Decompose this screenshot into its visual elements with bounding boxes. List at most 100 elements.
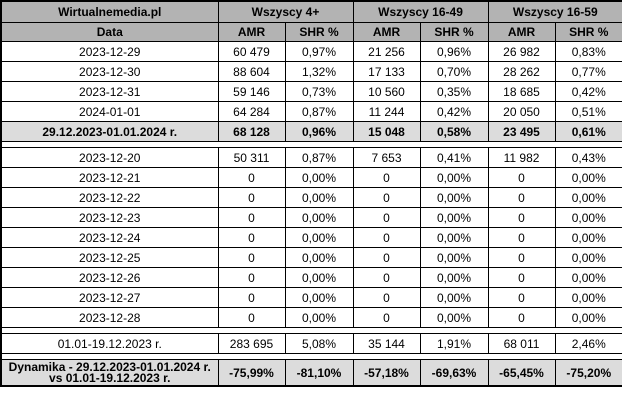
- value-cell: 283 695: [217, 333, 286, 354]
- value-cell: -75,99%: [217, 359, 286, 387]
- value-cell: 5,08%: [284, 333, 354, 354]
- table-wrapper: Wirtualnemedia.pl Wszyscy 4+ Wszyscy 16-…: [0, 0, 622, 387]
- value-cell: 0,00%: [284, 167, 354, 188]
- value-cell: 0,35%: [419, 81, 489, 102]
- value-cell: 0,00%: [419, 287, 489, 308]
- value-cell: 0: [217, 227, 286, 248]
- value-cell: 18 685: [487, 81, 556, 102]
- value-cell: -65,45%: [487, 359, 556, 387]
- value-cell: 2,46%: [554, 333, 622, 354]
- value-cell: -81,10%: [284, 359, 354, 387]
- table-row: 2023-12-31 59 146 0,73% 10 560 0,35% 18 …: [0, 81, 622, 102]
- value-cell: 0: [217, 307, 286, 328]
- value-cell: 0,00%: [284, 267, 354, 288]
- group-header-wszyscy-16-59: Wszyscy 16-59: [487, 0, 622, 23]
- table-row: 2023-12-23 0 0,00% 0 0,00% 0 0,00%: [0, 207, 622, 228]
- value-cell: 0,00%: [419, 187, 489, 208]
- value-cell: 0,87%: [284, 147, 354, 168]
- value-cell: 0,00%: [284, 307, 354, 328]
- value-cell: 7 653: [352, 147, 421, 168]
- value-cell: 68 011: [487, 333, 556, 354]
- value-cell: 0,73%: [284, 81, 354, 102]
- date-cell: 2023-12-29: [0, 41, 219, 62]
- date-cell: 2023-12-21: [0, 167, 219, 188]
- value-cell: -75,20%: [554, 359, 622, 387]
- dynamics-label-cell: Dynamika - 29.12.2023-01.01.2024 r. vs 0…: [0, 359, 219, 387]
- value-cell: 0,00%: [419, 247, 489, 268]
- value-cell: 0: [217, 207, 286, 228]
- value-cell: 0: [352, 167, 421, 188]
- table-row: 2023-12-24 0 0,00% 0 0,00% 0 0,00%: [0, 227, 622, 248]
- value-cell: 59 146: [217, 81, 286, 102]
- value-cell: 0: [487, 207, 556, 228]
- table-row: 2023-12-28 0 0,00% 0 0,00% 0 0,00%: [0, 307, 622, 328]
- value-cell: 0,00%: [554, 207, 622, 228]
- value-cell: 0,43%: [554, 147, 622, 168]
- column-header-shr: SHR %: [554, 22, 622, 42]
- value-cell: -57,18%: [352, 359, 421, 387]
- dynamics-row: Dynamika - 29.12.2023-01.01.2024 r. vs 0…: [0, 359, 622, 387]
- value-cell: 0,87%: [284, 101, 354, 122]
- value-cell: 26 982: [487, 41, 556, 62]
- value-cell: 0: [352, 227, 421, 248]
- column-header-data: Data: [0, 22, 219, 42]
- separator-row: [1, 353, 622, 360]
- value-cell: 0,00%: [284, 207, 354, 228]
- value-cell: 0,00%: [284, 287, 354, 308]
- value-cell: 0,00%: [419, 307, 489, 328]
- value-cell: 23 495: [487, 121, 556, 142]
- value-cell: 35 144: [352, 333, 421, 354]
- value-cell: 0: [217, 287, 286, 308]
- table-row: 2023-12-29 60 479 0,97% 21 256 0,96% 26 …: [0, 41, 622, 62]
- period-label-cell: 01.01-19.12.2023 r.: [0, 333, 219, 354]
- value-cell: 0,96%: [284, 121, 354, 142]
- table-row: 2024-01-01 64 284 0,87% 11 244 0,42% 20 …: [0, 101, 622, 122]
- value-cell: 0: [352, 267, 421, 288]
- value-cell: 0,51%: [554, 101, 622, 122]
- table-row: 2023-12-27 0 0,00% 0 0,00% 0 0,00%: [0, 287, 622, 308]
- value-cell: 0: [352, 307, 421, 328]
- table-row: 2023-12-20 50 311 0,87% 7 653 0,41% 11 9…: [0, 147, 622, 168]
- value-cell: 0,61%: [554, 121, 622, 142]
- value-cell: 0: [487, 247, 556, 268]
- table-row: 2023-12-30 88 604 1,32% 17 133 0,70% 28 …: [0, 61, 622, 82]
- value-cell: 0,42%: [419, 101, 489, 122]
- value-cell: 60 479: [217, 41, 286, 62]
- value-cell: 88 604: [217, 61, 286, 82]
- value-cell: 50 311: [217, 147, 286, 168]
- date-cell: 2023-12-24: [0, 227, 219, 248]
- date-cell: 2023-12-25: [0, 247, 219, 268]
- group-header-row: Wirtualnemedia.pl Wszyscy 4+ Wszyscy 16-…: [0, 0, 622, 23]
- value-cell: 0: [487, 307, 556, 328]
- column-header-shr: SHR %: [419, 22, 489, 42]
- value-cell: 0,41%: [419, 147, 489, 168]
- value-cell: 0,00%: [284, 187, 354, 208]
- date-cell: 2023-12-28: [0, 307, 219, 328]
- summary-row-period-2: 01.01-19.12.2023 r. 283 695 5,08% 35 144…: [0, 333, 622, 354]
- value-cell: 1,91%: [419, 333, 489, 354]
- value-cell: 0: [217, 187, 286, 208]
- value-cell: 0: [352, 207, 421, 228]
- value-cell: 1,32%: [284, 61, 354, 82]
- value-cell: 0: [352, 187, 421, 208]
- group-header-wszyscy-16-49: Wszyscy 16-49: [352, 0, 489, 23]
- value-cell: 0: [487, 267, 556, 288]
- value-cell: 0: [217, 167, 286, 188]
- column-header-amr: AMR: [487, 22, 556, 42]
- value-cell: 28 262: [487, 61, 556, 82]
- value-cell: 11 982: [487, 147, 556, 168]
- table-row: 2023-12-21 0 0,00% 0 0,00% 0 0,00%: [0, 167, 622, 188]
- value-cell: 64 284: [217, 101, 286, 122]
- value-cell: 0: [487, 227, 556, 248]
- value-cell: 0: [217, 267, 286, 288]
- date-cell: 2023-12-26: [0, 267, 219, 288]
- date-cell: 2023-12-30: [0, 61, 219, 82]
- date-cell: 2023-12-27: [0, 287, 219, 308]
- value-cell: 0: [352, 287, 421, 308]
- date-cell: 2023-12-31: [0, 81, 219, 102]
- value-cell: 0,70%: [419, 61, 489, 82]
- value-cell: 0,83%: [554, 41, 622, 62]
- value-cell: 0,00%: [554, 307, 622, 328]
- group-header-wszyscy-4plus: Wszyscy 4+: [217, 0, 354, 23]
- value-cell: 0,00%: [554, 167, 622, 188]
